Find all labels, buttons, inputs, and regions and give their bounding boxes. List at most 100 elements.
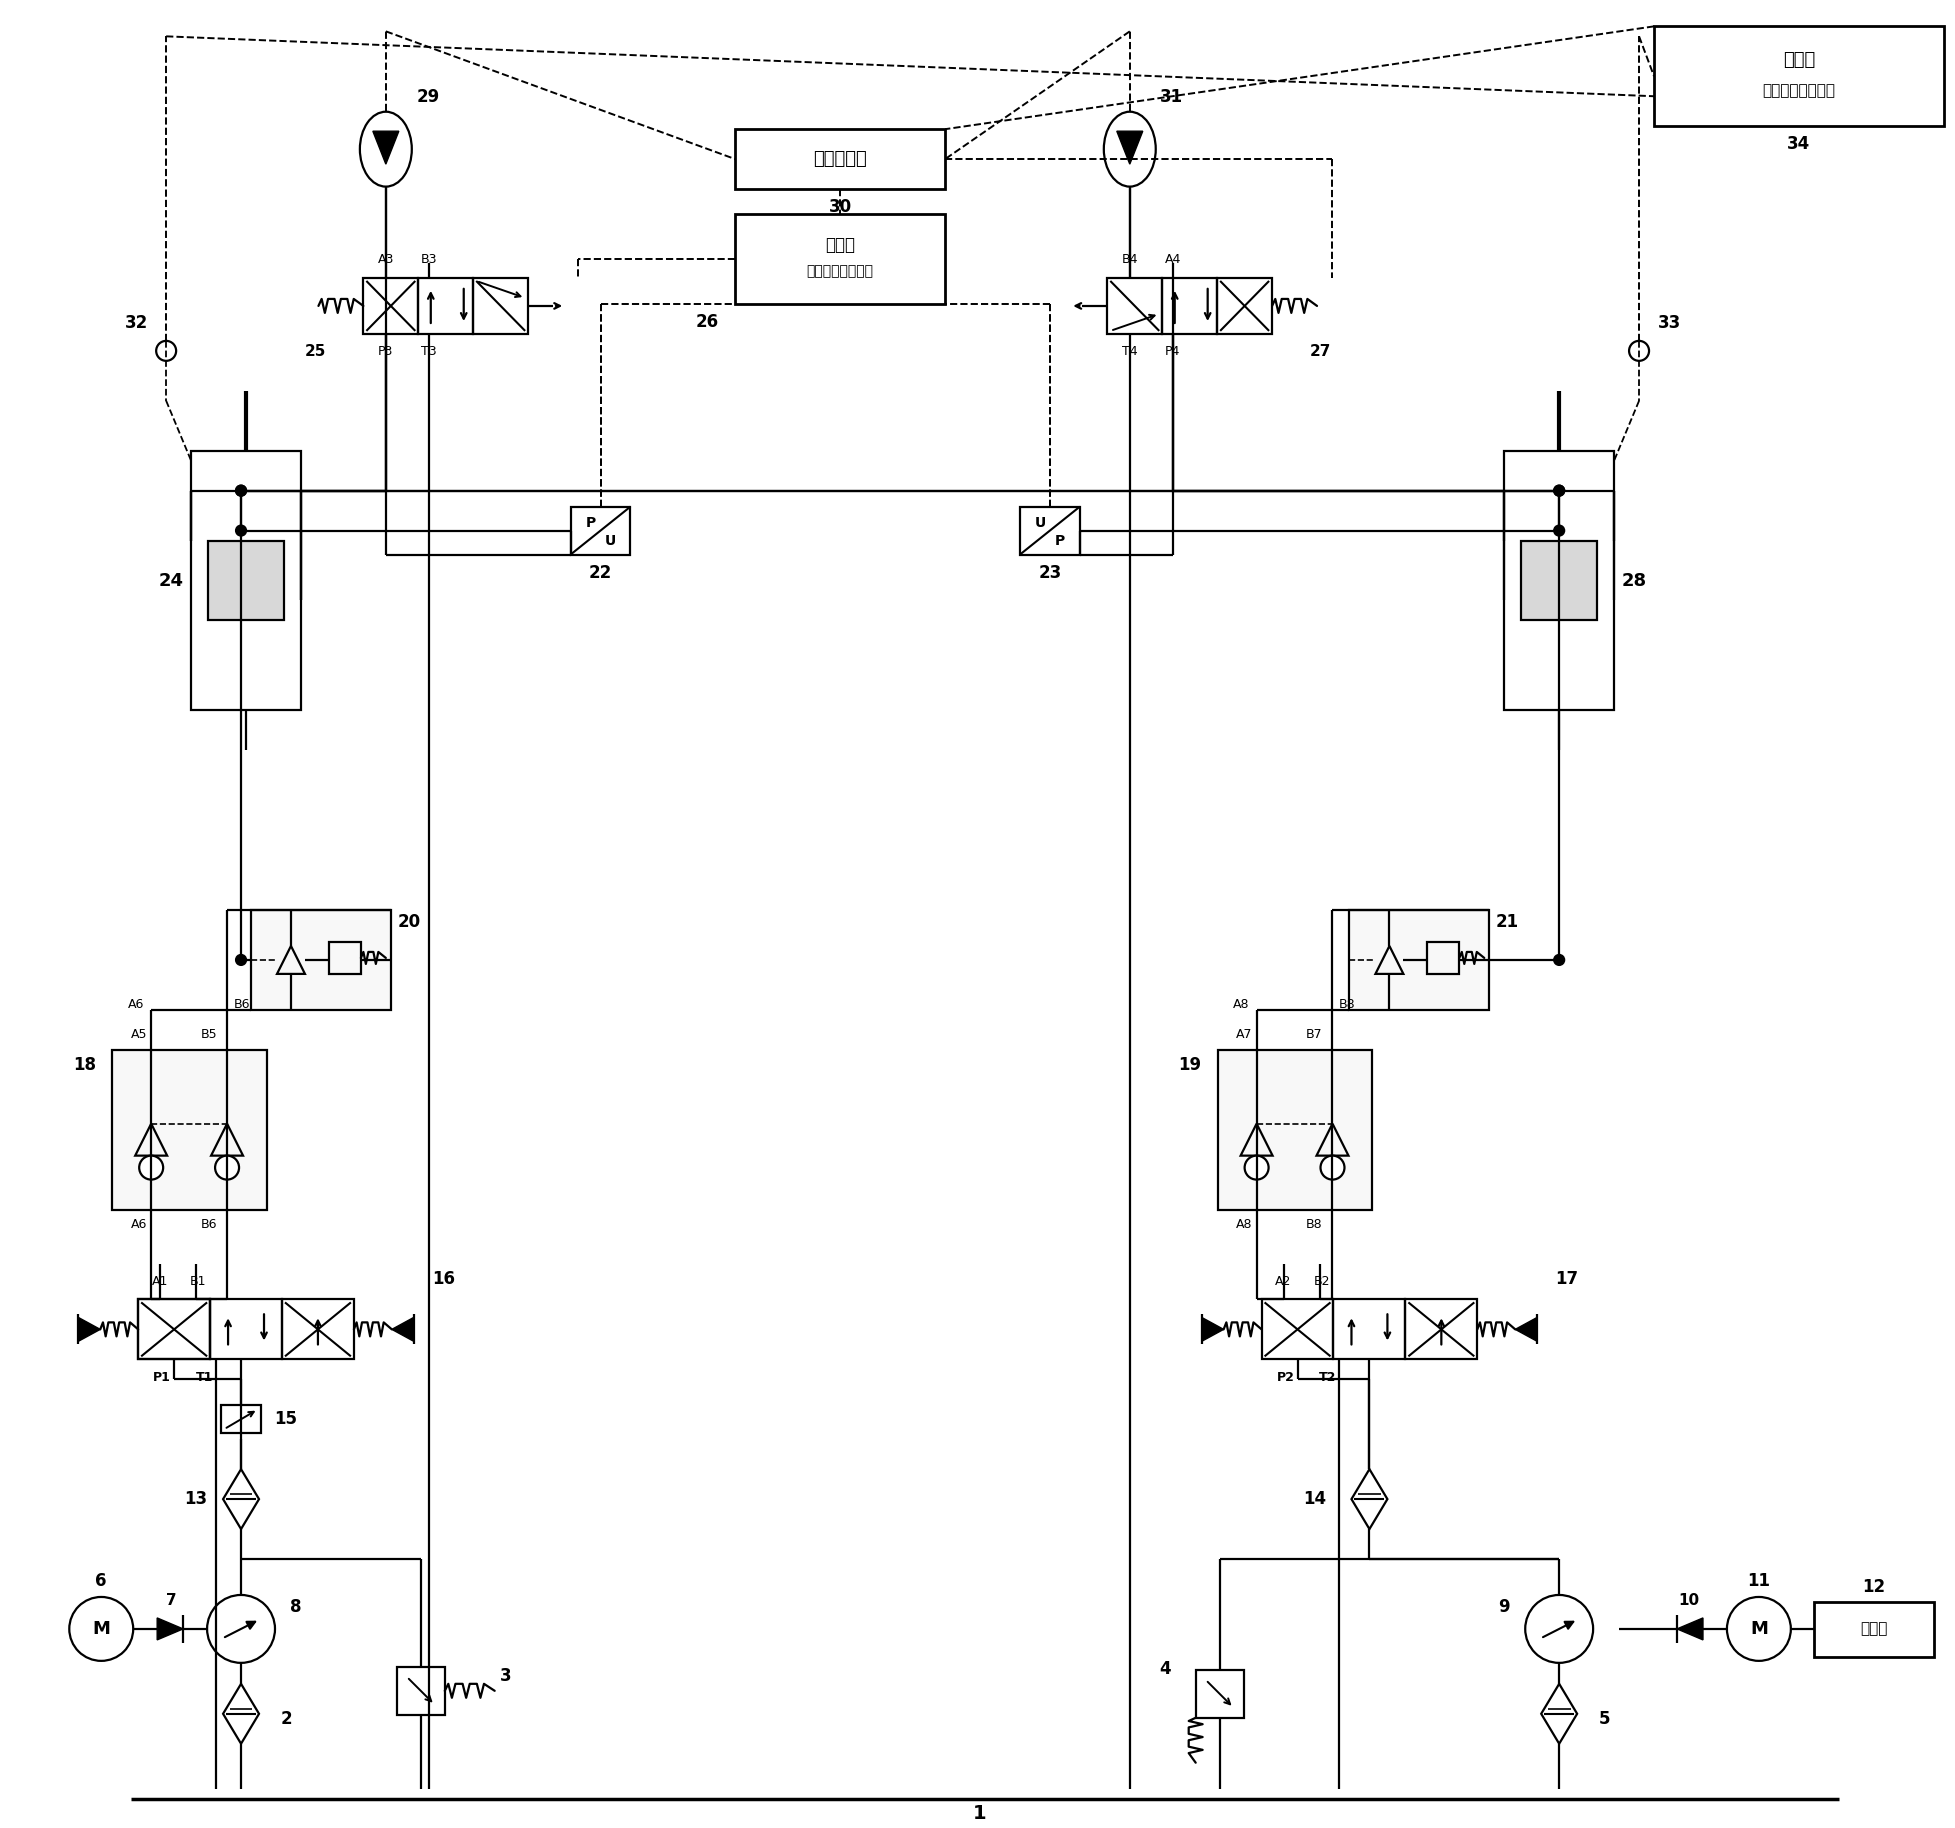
Text: 12: 12 <box>1861 1578 1885 1596</box>
Text: 变频器: 变频器 <box>1859 1621 1887 1636</box>
Text: 10: 10 <box>1677 1594 1699 1609</box>
Text: A6: A6 <box>131 1217 147 1230</box>
Text: 20: 20 <box>397 912 420 930</box>
Text: 比例放大器: 比例放大器 <box>813 150 866 168</box>
Text: B6: B6 <box>235 998 250 1011</box>
Bar <box>735 214 944 303</box>
Text: （载荷均衡调控）: （载荷均衡调控） <box>805 263 874 278</box>
Bar <box>735 130 944 188</box>
Text: B1: B1 <box>190 1274 207 1289</box>
Bar <box>1195 1669 1243 1718</box>
Text: 29: 29 <box>416 88 440 106</box>
Circle shape <box>1554 526 1564 536</box>
Text: U: U <box>1034 515 1046 530</box>
Polygon shape <box>78 1318 100 1342</box>
Text: 9: 9 <box>1498 1598 1509 1616</box>
Bar <box>221 1406 260 1433</box>
Circle shape <box>1554 486 1564 495</box>
Text: 2: 2 <box>280 1709 291 1727</box>
Bar <box>111 1049 268 1210</box>
Text: 21: 21 <box>1496 912 1517 930</box>
Bar <box>1812 1601 1933 1656</box>
Bar <box>364 278 418 335</box>
Bar <box>1333 1300 1406 1360</box>
Text: A6: A6 <box>127 998 145 1011</box>
Text: M: M <box>92 1620 109 1638</box>
Circle shape <box>1726 1598 1791 1662</box>
Bar <box>328 941 360 974</box>
Text: 控制器: 控制器 <box>1781 51 1814 69</box>
Circle shape <box>68 1598 133 1662</box>
Text: A3: A3 <box>377 254 393 267</box>
Text: P1: P1 <box>152 1371 170 1384</box>
Text: 11: 11 <box>1746 1572 1769 1590</box>
Circle shape <box>1320 1155 1343 1179</box>
Text: 19: 19 <box>1177 1057 1200 1073</box>
Text: 33: 33 <box>1656 314 1679 333</box>
Circle shape <box>139 1155 162 1179</box>
Text: 28: 28 <box>1621 572 1646 589</box>
Circle shape <box>1525 1596 1591 1663</box>
Bar <box>139 1300 209 1360</box>
Polygon shape <box>391 1318 414 1342</box>
Text: 4: 4 <box>1157 1660 1169 1678</box>
Bar <box>282 1300 354 1360</box>
Text: 22: 22 <box>588 563 612 581</box>
Text: 26: 26 <box>696 313 719 331</box>
Bar <box>571 506 630 554</box>
Circle shape <box>1629 340 1648 360</box>
Bar <box>1427 941 1458 974</box>
Text: 25: 25 <box>305 344 326 360</box>
Text: 1: 1 <box>974 1804 987 1823</box>
Text: 13: 13 <box>184 1490 207 1508</box>
Text: 27: 27 <box>1308 344 1329 360</box>
Text: A2: A2 <box>1275 1274 1290 1289</box>
Text: 14: 14 <box>1302 1490 1325 1508</box>
Text: 17: 17 <box>1554 1270 1578 1289</box>
Text: B2: B2 <box>1312 1274 1329 1289</box>
Bar <box>139 1300 209 1360</box>
Text: 15: 15 <box>274 1409 297 1428</box>
Circle shape <box>215 1155 239 1179</box>
Text: P3: P3 <box>377 345 393 358</box>
Text: 34: 34 <box>1787 135 1810 154</box>
Text: T1: T1 <box>196 1371 213 1384</box>
Bar <box>473 278 528 335</box>
Bar <box>1503 452 1613 711</box>
Circle shape <box>156 340 176 360</box>
Text: M: M <box>1750 1620 1767 1638</box>
Text: T4: T4 <box>1122 345 1138 358</box>
Polygon shape <box>1200 1318 1224 1342</box>
Circle shape <box>237 486 246 495</box>
Text: 24: 24 <box>158 572 184 589</box>
Polygon shape <box>1515 1318 1537 1342</box>
Bar <box>1261 1300 1333 1360</box>
Text: T3: T3 <box>420 345 436 358</box>
Bar <box>207 541 283 620</box>
Text: 6: 6 <box>96 1572 108 1590</box>
Bar <box>397 1667 444 1715</box>
Text: A5: A5 <box>131 1029 147 1042</box>
Bar <box>1161 278 1216 335</box>
Text: P: P <box>585 515 596 530</box>
Text: B5: B5 <box>201 1029 217 1042</box>
Text: 16: 16 <box>432 1270 456 1289</box>
Text: B8: B8 <box>1339 998 1355 1011</box>
Bar <box>209 1300 282 1360</box>
Text: A1: A1 <box>152 1274 168 1289</box>
Text: 7: 7 <box>166 1594 176 1609</box>
Bar <box>1107 278 1161 335</box>
Circle shape <box>237 526 246 536</box>
Text: 8: 8 <box>289 1598 301 1616</box>
Text: B6: B6 <box>201 1217 217 1230</box>
Text: 30: 30 <box>829 197 850 216</box>
Circle shape <box>1554 954 1564 965</box>
Bar <box>250 910 391 1009</box>
Text: A7: A7 <box>1236 1029 1253 1042</box>
Text: 18: 18 <box>72 1057 96 1073</box>
Bar <box>1216 278 1271 335</box>
Text: B3: B3 <box>420 254 436 267</box>
Polygon shape <box>373 132 399 165</box>
Text: （位移同步控制）: （位移同步控制） <box>1761 82 1834 97</box>
Circle shape <box>237 954 246 965</box>
